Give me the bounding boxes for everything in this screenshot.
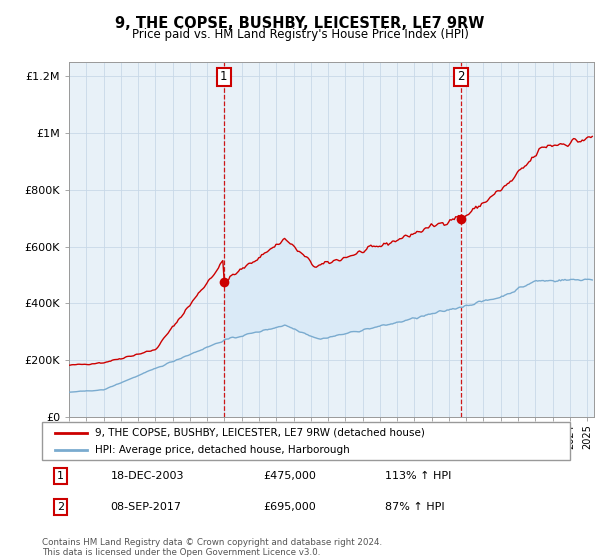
Text: 1: 1 <box>57 471 64 481</box>
Text: £695,000: £695,000 <box>264 502 317 512</box>
Text: 9, THE COPSE, BUSHBY, LEICESTER, LE7 9RW (detached house): 9, THE COPSE, BUSHBY, LEICESTER, LE7 9RW… <box>95 427 425 437</box>
Text: 18-DEC-2003: 18-DEC-2003 <box>110 471 184 481</box>
Text: Contains HM Land Registry data © Crown copyright and database right 2024.
This d: Contains HM Land Registry data © Crown c… <box>42 538 382 557</box>
Text: 113% ↑ HPI: 113% ↑ HPI <box>385 471 452 481</box>
Text: 1: 1 <box>220 71 227 83</box>
Text: HPI: Average price, detached house, Harborough: HPI: Average price, detached house, Harb… <box>95 445 350 455</box>
Text: £475,000: £475,000 <box>264 471 317 481</box>
Text: 2: 2 <box>57 502 64 512</box>
Text: 08-SEP-2017: 08-SEP-2017 <box>110 502 182 512</box>
Text: Price paid vs. HM Land Registry's House Price Index (HPI): Price paid vs. HM Land Registry's House … <box>131 28 469 41</box>
Text: 9, THE COPSE, BUSHBY, LEICESTER, LE7 9RW: 9, THE COPSE, BUSHBY, LEICESTER, LE7 9RW <box>115 16 485 31</box>
Text: 2: 2 <box>457 71 464 83</box>
FancyBboxPatch shape <box>42 422 570 460</box>
Text: 87% ↑ HPI: 87% ↑ HPI <box>385 502 445 512</box>
